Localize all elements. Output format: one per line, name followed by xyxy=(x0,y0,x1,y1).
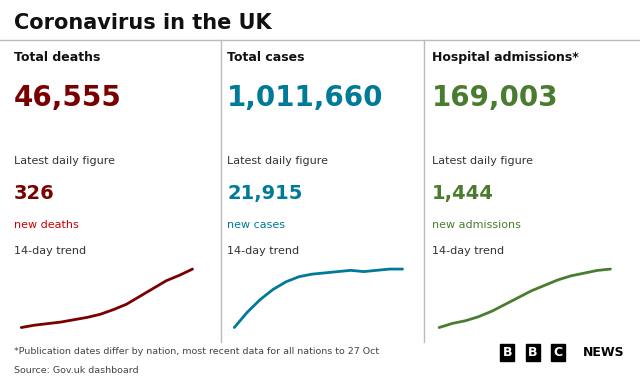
Text: 169,003: 169,003 xyxy=(432,84,559,112)
Text: *Publication dates differ by nation, most recent data for all nations to 27 Oct: *Publication dates differ by nation, mos… xyxy=(14,347,380,356)
Text: NEWS: NEWS xyxy=(582,346,624,359)
Text: new cases: new cases xyxy=(227,220,285,230)
Text: 1,011,660: 1,011,660 xyxy=(227,84,384,112)
Text: new deaths: new deaths xyxy=(14,220,79,230)
Text: C: C xyxy=(554,346,563,359)
Text: Latest daily figure: Latest daily figure xyxy=(14,156,115,166)
Text: Coronavirus in the UK: Coronavirus in the UK xyxy=(14,13,272,33)
Text: 326: 326 xyxy=(14,184,55,203)
Text: 46,555: 46,555 xyxy=(14,84,122,112)
Text: 14-day trend: 14-day trend xyxy=(227,246,300,256)
Text: Latest daily figure: Latest daily figure xyxy=(227,156,328,166)
Text: B: B xyxy=(528,346,538,359)
Text: 21,915: 21,915 xyxy=(227,184,303,203)
Text: Hospital admissions*: Hospital admissions* xyxy=(432,51,579,64)
Text: Total cases: Total cases xyxy=(227,51,305,64)
Text: 1,444: 1,444 xyxy=(432,184,494,203)
Text: Source: Gov.uk dashboard: Source: Gov.uk dashboard xyxy=(14,366,139,375)
Text: B: B xyxy=(502,346,512,359)
Text: 14-day trend: 14-day trend xyxy=(432,246,504,256)
Text: new admissions: new admissions xyxy=(432,220,521,230)
Text: Latest daily figure: Latest daily figure xyxy=(432,156,533,166)
Text: 14-day trend: 14-day trend xyxy=(14,246,86,256)
Text: Total deaths: Total deaths xyxy=(14,51,100,64)
